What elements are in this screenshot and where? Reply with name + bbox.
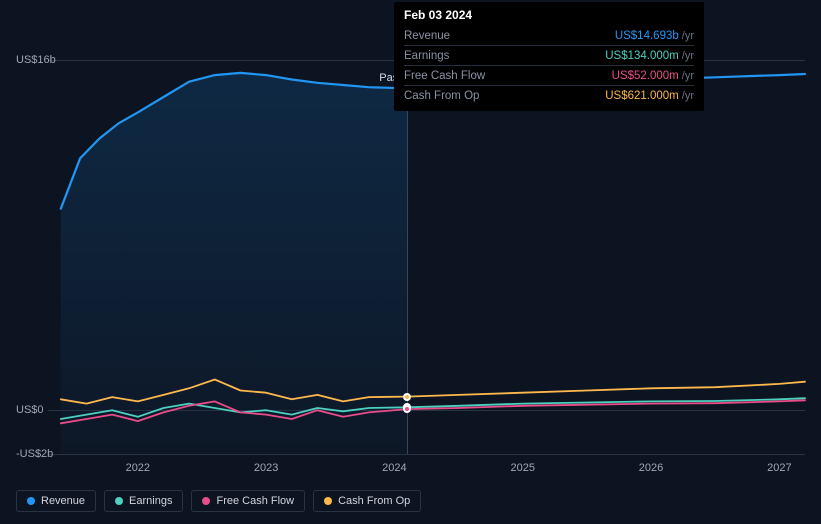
legend-label: Revenue [41,495,85,507]
x-axis-label: 2023 [254,462,278,474]
legend-item-earnings[interactable]: Earnings [104,490,183,512]
legend-dot-icon [27,497,35,505]
tooltip: Feb 03 2024 RevenueUS$14.693b/yrEarnings… [394,2,704,111]
grid-line [48,454,805,455]
legend-dot-icon [202,497,210,505]
tooltip-metric-label: Cash From Op [404,87,479,105]
x-axis-label: 2024 [382,462,406,474]
tooltip-suffix: /yr [682,30,694,42]
x-axis-label: 2022 [126,462,150,474]
tooltip-row: Earnings US$134.000m/yr [404,45,694,65]
marker-free_cash_flow [403,405,411,413]
tooltip-metric-label: Revenue [404,27,450,45]
tooltip-metric-value: US$52.000m [612,70,679,82]
legend-label: Cash From Op [338,495,410,507]
tooltip-row: Revenue US$14.693b/yr [404,26,694,45]
x-axis-label: 2025 [510,462,534,474]
x-axis-label: 2027 [767,462,791,474]
tooltip-metric-value: US$621.000m [605,90,679,102]
tooltip-metric-label: Free Cash Flow [404,67,485,85]
legend-dot-icon [115,497,123,505]
legend-item-revenue[interactable]: Revenue [16,490,96,512]
tooltip-date: Feb 03 2024 [404,8,694,22]
tooltip-metric-value: US$134.000m [605,50,679,62]
legend-dot-icon [324,497,332,505]
tooltip-suffix: /yr [682,90,694,102]
tooltip-suffix: /yr [682,70,694,82]
tooltip-row: Free Cash Flow US$52.000m/yr [404,65,694,85]
legend-label: Free Cash Flow [216,495,294,507]
tooltip-metric-label: Earnings [404,47,449,65]
tooltip-row: Cash From Op US$621.000m/yr [404,85,694,105]
y-axis-label: US$0 [16,404,44,416]
tooltip-suffix: /yr [682,50,694,62]
tooltip-metric-value: US$14.693b [615,30,679,42]
legend-item-cash-from-op[interactable]: Cash From Op [313,490,421,512]
x-axis-label: 2026 [639,462,663,474]
legend-item-free-cash-flow[interactable]: Free Cash Flow [191,490,305,512]
marker-cash_from_op [403,393,411,401]
legend-label: Earnings [129,495,172,507]
legend: Revenue Earnings Free Cash Flow Cash From O… [16,490,421,512]
